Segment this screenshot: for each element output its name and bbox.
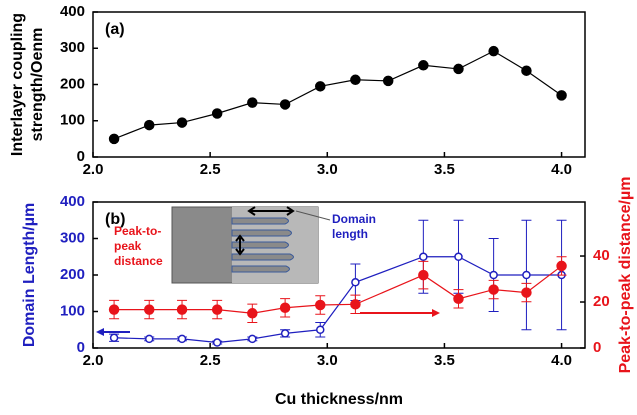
data-point — [280, 329, 290, 338]
data-point — [488, 284, 499, 295]
data-point — [521, 65, 532, 76]
y-tick-label: 400 — [60, 3, 85, 20]
data-point — [521, 287, 532, 298]
data-point — [351, 278, 360, 287]
data-point — [144, 334, 154, 344]
panel-label: (b) — [105, 211, 125, 228]
data-point — [556, 260, 567, 272]
x-tick-label: 4.0 — [551, 161, 572, 178]
data-point — [143, 119, 155, 131]
y2-axis-title: Peak-to-peak distance/µm — [617, 177, 634, 374]
data-point — [350, 299, 361, 310]
annotation: distance — [114, 254, 163, 268]
data-point — [279, 302, 291, 314]
plot-frame — [92, 11, 586, 158]
x-tick-label: 2.5 — [200, 161, 221, 178]
y-tick-label: 0 — [77, 339, 85, 356]
annotation: length — [332, 227, 368, 241]
data-point — [556, 90, 567, 101]
data-point — [279, 99, 291, 110]
x-tick-label: 2.0 — [83, 352, 104, 369]
x-tick-label: 2.0 — [83, 161, 104, 178]
data-point — [212, 338, 222, 347]
data-point — [419, 252, 428, 261]
inset-image — [171, 206, 331, 284]
x-tick-label: 3.0 — [317, 161, 338, 178]
y-axis-title: Domain Length/µm — [21, 203, 38, 347]
y-axis-title: strength/Oenm — [29, 28, 46, 142]
y2-tick-label: 0 — [593, 339, 601, 356]
data-point — [418, 60, 429, 71]
arrows — [96, 309, 440, 336]
data-point — [488, 45, 499, 57]
data-point — [247, 308, 258, 319]
x-tick-label: 3.0 — [317, 352, 338, 369]
data-point — [453, 293, 464, 305]
data-point — [453, 63, 464, 75]
x-tick-label: 2.5 — [200, 352, 221, 369]
data-point — [382, 75, 394, 87]
y-tick-label: 200 — [60, 75, 85, 92]
data-line — [113, 50, 562, 140]
x-tick-label: 4.0 — [551, 352, 572, 369]
y-tick-label: 100 — [60, 302, 85, 319]
data-point — [489, 270, 498, 280]
data-point — [315, 299, 326, 311]
data-point — [109, 333, 119, 343]
data-point — [315, 81, 326, 92]
data-point — [143, 304, 155, 315]
y-tick-label: 200 — [60, 266, 85, 283]
panel-label: (a) — [105, 21, 125, 38]
y-tick-label: 100 — [60, 112, 85, 129]
data-point — [211, 108, 223, 119]
y-tick-label: 0 — [77, 148, 85, 165]
x-tick-label: 3.5 — [434, 161, 455, 178]
data-point — [176, 117, 188, 128]
data-point — [108, 304, 120, 315]
data-point — [211, 304, 223, 315]
data-point — [248, 334, 257, 344]
y-tick-label: 300 — [60, 39, 85, 56]
data-point — [522, 270, 531, 280]
data-point — [418, 269, 429, 281]
data-point — [316, 325, 325, 334]
data-point — [350, 74, 361, 86]
y2-tick-label: 20 — [593, 293, 610, 310]
data-point — [177, 334, 187, 344]
annotation: peak — [114, 239, 142, 253]
x-axis-title: Cu thickness/nm — [275, 391, 403, 408]
data-point — [108, 133, 120, 145]
x-tick-label: 3.5 — [434, 352, 455, 369]
y-axis-title: Interlayer coupling — [9, 13, 26, 156]
data-point — [176, 304, 188, 315]
y2-tick-label: 40 — [593, 247, 610, 264]
annotation: Domain — [332, 212, 376, 226]
data-point — [247, 97, 258, 108]
data-point — [454, 252, 463, 261]
y-tick-label: 400 — [60, 193, 85, 210]
y-tick-label: 300 — [60, 229, 85, 246]
annotation: Peak-to- — [114, 224, 161, 238]
